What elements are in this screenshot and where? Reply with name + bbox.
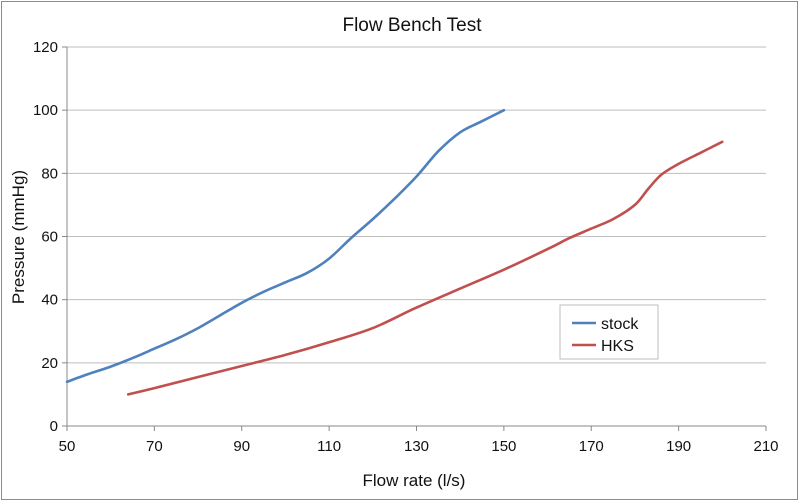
y-tick-label: 40: [41, 292, 58, 309]
y-tick-label: 80: [41, 165, 58, 182]
legend-label-stock: stock: [601, 316, 639, 333]
axes: [62, 46, 767, 431]
y-tick-label: 100: [33, 102, 58, 119]
x-tick-label: 50: [59, 438, 76, 455]
x-axis-label: Flow rate (l/s): [363, 471, 466, 490]
y-tick-label: 20: [41, 355, 58, 372]
y-tick-label: 120: [33, 39, 58, 56]
x-tick-label: 130: [404, 438, 429, 455]
x-tick-label: 210: [753, 438, 778, 455]
series-line-hks: [126, 140, 724, 396]
y-tick-label: 0: [50, 418, 58, 435]
legend-box: [559, 304, 659, 360]
legend-label-hks: HKS: [601, 338, 634, 355]
y-axis-label: Pressure (mmHg): [9, 170, 28, 304]
tick-labels: 0 20 40 60 80 100 120 50 70 90 110 130 150 170 190 210: [33, 39, 779, 455]
y-tick-label: 60: [41, 229, 58, 246]
x-tick-label: 110: [317, 438, 341, 455]
series-line-stock: [65, 108, 506, 384]
x-tick-label: 150: [491, 438, 516, 455]
series-lines: [65, 108, 724, 396]
x-tick-label: 70: [146, 438, 163, 455]
chart-title: Flow Bench Test: [342, 15, 482, 36]
x-tick-label: 190: [666, 438, 691, 455]
gridlines: [67, 46, 766, 364]
legend: stock HKS: [559, 304, 659, 360]
x-tick-label: 90: [233, 438, 250, 455]
x-tick-label: 170: [579, 438, 604, 455]
